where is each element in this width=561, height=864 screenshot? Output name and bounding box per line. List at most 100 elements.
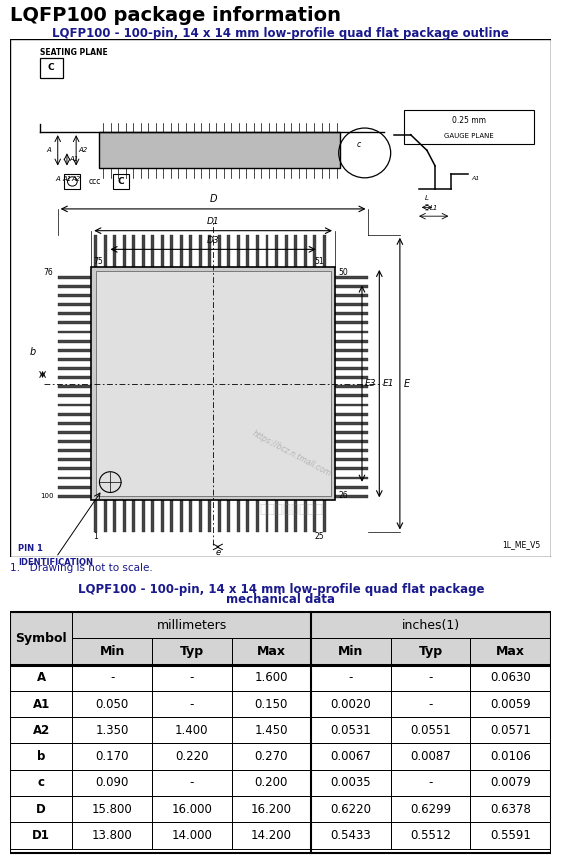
Text: PIN 1: PIN 1 (18, 543, 43, 553)
Bar (72, 638, 152, 664)
Text: 25: 25 (314, 531, 324, 541)
Bar (335, 467, 369, 470)
Bar (151, 500, 154, 532)
Bar (10, 691, 72, 717)
Bar (160, 500, 164, 532)
Bar (227, 500, 231, 532)
Text: 0.0551: 0.0551 (410, 724, 451, 737)
Text: 0.5433: 0.5433 (330, 829, 371, 842)
Text: LQPF100 - 100-pin, 14 x 14 mm low-profile quad flat package: LQPF100 - 100-pin, 14 x 14 mm low-profil… (77, 583, 484, 596)
Bar (390, 770, 470, 796)
Bar (58, 321, 91, 324)
Bar (232, 664, 311, 691)
Text: -: - (190, 697, 194, 710)
Bar (390, 638, 470, 664)
Text: mechanical data: mechanical data (226, 594, 335, 607)
Bar (152, 823, 232, 848)
Text: C: C (118, 177, 125, 186)
Bar (237, 500, 240, 532)
Bar (72, 664, 152, 691)
Bar (180, 500, 183, 532)
Bar (470, 638, 551, 664)
Bar (58, 331, 91, 334)
Bar (311, 823, 390, 848)
Bar (58, 376, 91, 379)
Bar (152, 770, 232, 796)
Text: 26: 26 (338, 491, 348, 499)
Bar (335, 422, 369, 425)
Bar (58, 276, 91, 279)
Bar (152, 664, 232, 691)
Bar (311, 717, 390, 744)
Bar (152, 823, 232, 848)
Text: 0.0106: 0.0106 (490, 750, 531, 763)
Bar (335, 331, 369, 334)
Bar (123, 500, 126, 532)
Text: D3: D3 (207, 236, 219, 245)
Bar (152, 638, 232, 664)
Bar (72, 717, 152, 744)
Text: 75: 75 (94, 257, 103, 266)
Text: 15.800: 15.800 (92, 803, 132, 816)
Bar (335, 367, 369, 370)
Bar (335, 321, 369, 324)
Bar (218, 500, 221, 532)
Text: 16.000: 16.000 (171, 803, 212, 816)
Text: 0.25 mm: 0.25 mm (452, 116, 486, 124)
Text: -: - (349, 671, 353, 684)
Bar (208, 500, 211, 532)
Bar (58, 358, 91, 361)
Bar (72, 744, 152, 770)
Text: Symbol: Symbol (15, 632, 67, 645)
Bar (141, 500, 145, 532)
Text: C: C (48, 63, 54, 73)
Bar (58, 467, 91, 470)
Bar (72, 823, 152, 848)
Bar (160, 235, 164, 267)
Text: SEATING PLANE: SEATING PLANE (40, 48, 108, 57)
Bar (313, 235, 316, 267)
Bar (232, 691, 311, 717)
Bar (311, 823, 390, 848)
Text: b: b (37, 750, 45, 763)
Text: 50: 50 (338, 268, 348, 276)
Bar (313, 500, 316, 532)
Bar (390, 744, 470, 770)
Text: c: c (38, 777, 45, 790)
Bar (151, 235, 154, 267)
Bar (311, 717, 390, 744)
Bar (189, 500, 192, 532)
Text: millimeters: millimeters (157, 619, 227, 632)
Bar (311, 691, 390, 717)
Bar (10, 717, 72, 744)
Text: 0.0035: 0.0035 (330, 777, 371, 790)
Bar (232, 796, 311, 823)
Bar (58, 486, 91, 488)
Text: 阿讯微数码专营店: 阿讯微数码专营店 (260, 503, 324, 516)
Bar (113, 500, 116, 532)
Bar (91, 267, 335, 500)
Bar (232, 638, 311, 664)
Text: A1: A1 (471, 176, 480, 181)
Bar (152, 717, 232, 744)
Text: 0.150: 0.150 (255, 697, 288, 710)
Bar (104, 500, 107, 532)
Text: 1: 1 (94, 531, 98, 541)
Bar (40, 58, 63, 78)
Bar (470, 638, 551, 664)
Text: A2: A2 (33, 724, 50, 737)
Text: A2: A2 (79, 148, 88, 153)
Text: 0.050: 0.050 (95, 697, 129, 710)
Bar (470, 664, 551, 691)
FancyBboxPatch shape (404, 111, 534, 143)
Bar (311, 744, 390, 770)
Text: 51: 51 (314, 257, 324, 266)
Bar (58, 440, 91, 443)
Bar (284, 500, 288, 532)
Text: 0.0020: 0.0020 (330, 697, 371, 710)
Bar (152, 770, 232, 796)
Bar (390, 691, 470, 717)
Bar (58, 385, 91, 388)
Text: Max: Max (257, 645, 286, 658)
Bar (470, 823, 551, 848)
